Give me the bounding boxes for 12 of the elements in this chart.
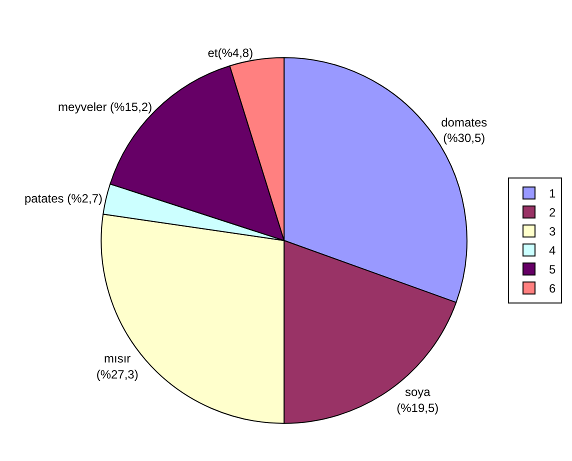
legend-label: 1: [549, 186, 556, 201]
data-label: et(%4,8): [208, 46, 254, 60]
legend-label: 4: [549, 244, 556, 258]
legend-label: 3: [549, 224, 556, 239]
legend-label: 2: [549, 206, 556, 220]
legend-label: 5: [549, 262, 556, 277]
data-label: mısır (%27,3): [96, 352, 138, 382]
data-label: soya (%19,5): [396, 385, 439, 415]
data-label: domates (%30,5): [441, 116, 488, 146]
data-label: meyveler (%15,2): [58, 100, 152, 114]
data-label: patates (%2,7): [24, 192, 102, 206]
legend-label: 6: [549, 282, 556, 296]
